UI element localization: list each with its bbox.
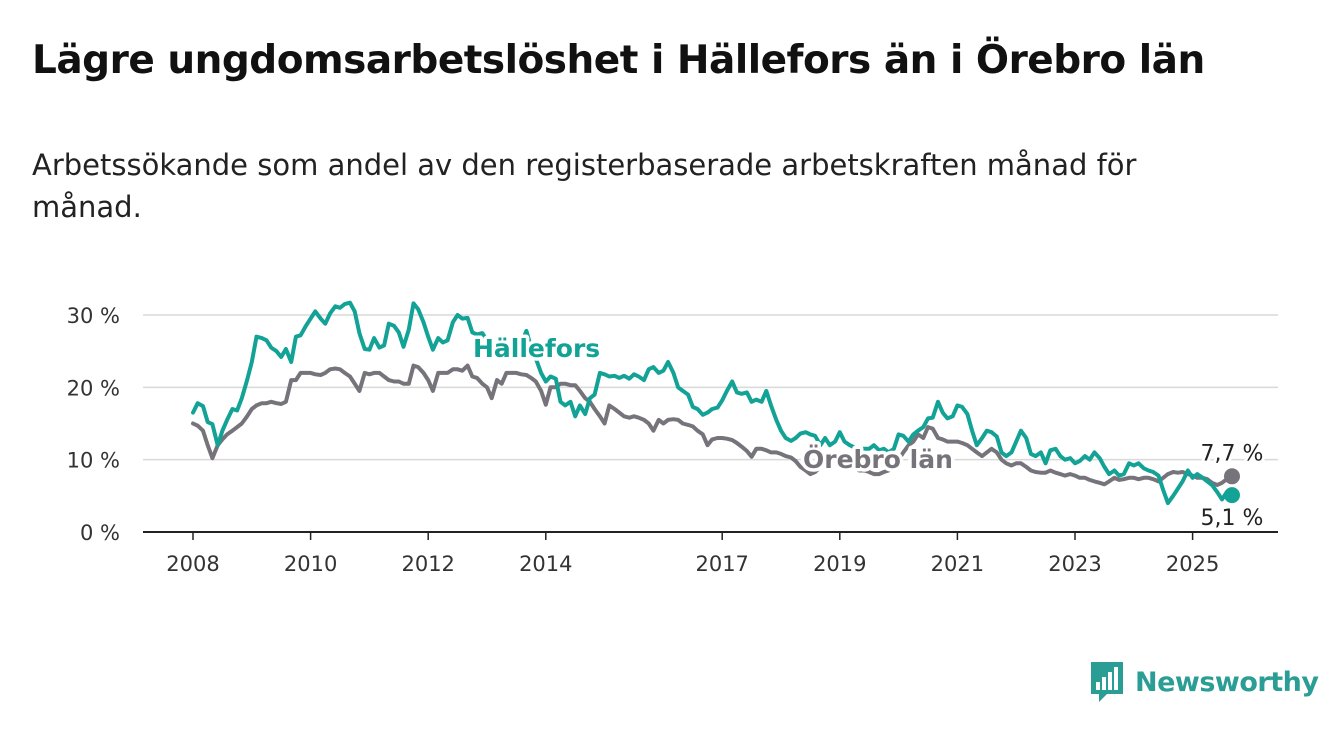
newsworthy-logo-icon [1091,662,1123,702]
series-label-hallefors: Hällefors [473,334,600,363]
series-labels: Hällefors Örebro län 5,1 % 7,7 % [470,331,1267,535]
chart-title: Lägre ungdomsarbetslöshet i Hällefors än… [32,38,1205,83]
y-tick-label: 20 % [67,376,120,400]
grid-lines [143,314,1278,461]
x-tick-label: 2019 [813,552,866,576]
x-axis: 2008 2010 2012 2014 2017 2019 2021 2023 2025 [143,531,1278,576]
x-tick-label: 2021 [931,552,984,576]
x-tick-label: 2025 [1166,552,1219,576]
series-end-point-0 [1223,487,1240,504]
x-tick-label: 2012 [401,552,454,576]
x-tick-label: 2008 [166,552,219,576]
x-tick-label: 2014 [519,552,572,576]
x-tick-label: 2010 [284,552,337,576]
y-tick-label: 0 % [80,521,120,545]
x-tick-label: 2023 [1048,552,1101,576]
brand-logo[interactable]: Newsworthy [1089,660,1319,704]
series-end-label-1: 7,7 % [1201,441,1264,466]
series-end-point-1 [1223,468,1240,485]
series-end-label-0: 5,1 % [1201,506,1264,531]
chart-subtitle: Arbetssökande som andel av den registerb… [32,148,1137,224]
brand-name: Newsworthy [1135,666,1319,698]
y-tick-label: 30 % [67,304,120,328]
series-line-0 [191,300,1234,506]
series-label-orebro-lan: Örebro län [803,444,953,474]
x-tick-label: 2017 [695,552,748,576]
y-axis: 0 % 10 % 20 % 30 % [67,304,120,545]
series-lines [191,300,1234,506]
series-line-1 [191,363,1234,487]
y-tick-label: 10 % [67,449,120,473]
